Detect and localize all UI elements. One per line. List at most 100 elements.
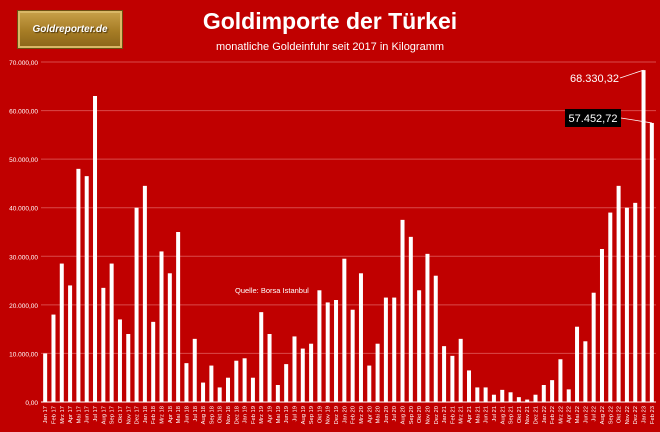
x-tick-label: Mrz 20 bbox=[359, 406, 365, 424]
y-tick-label: 40.000,00 bbox=[9, 206, 38, 213]
x-tick-label: Sep 17 bbox=[110, 406, 116, 424]
bar bbox=[84, 176, 89, 402]
bar bbox=[641, 70, 646, 403]
x-tick-label: Nov 20 bbox=[425, 406, 431, 424]
x-tick-label: Jan 23 bbox=[642, 406, 648, 423]
x-tick-label: Aug 19 bbox=[301, 406, 307, 424]
x-tick-label: Jun 19 bbox=[284, 406, 290, 423]
bar bbox=[450, 355, 455, 402]
bar bbox=[159, 251, 164, 402]
callout-leader-line bbox=[620, 117, 652, 124]
bar bbox=[491, 394, 496, 402]
bar bbox=[117, 319, 122, 402]
bar bbox=[176, 232, 181, 402]
y-tick-label: 70.000,00 bbox=[9, 60, 38, 67]
bar bbox=[558, 359, 563, 402]
x-tick-label: Apr 21 bbox=[467, 406, 473, 423]
x-tick-label: Apr 18 bbox=[168, 406, 174, 423]
x-tick-label: Mrz 19 bbox=[259, 406, 265, 424]
goldreporter-logo: Goldreporter.de bbox=[17, 10, 123, 49]
x-tick-label: Jul 18 bbox=[193, 406, 199, 421]
y-tick-label: 30.000,00 bbox=[9, 254, 38, 261]
x-tick-label: Apr 22 bbox=[567, 406, 573, 423]
bar bbox=[142, 185, 147, 402]
bar bbox=[43, 353, 48, 402]
x-tick-label: Feb 19 bbox=[251, 406, 257, 424]
x-tick-label: Nov 19 bbox=[326, 406, 332, 424]
x-tick-label: Mai 20 bbox=[376, 406, 382, 423]
y-tick-label: 0,00 bbox=[25, 400, 38, 407]
x-tick-label: Dez 21 bbox=[533, 406, 539, 424]
x-tick-label: Apr 19 bbox=[268, 406, 274, 423]
bar bbox=[408, 236, 413, 402]
bar bbox=[467, 370, 472, 402]
x-tick-label: Aug 18 bbox=[201, 406, 207, 424]
x-tick-label: Sep 19 bbox=[309, 406, 315, 424]
x-tick-label: Dez 17 bbox=[135, 406, 141, 424]
x-tick-label: Okt 22 bbox=[617, 406, 623, 423]
x-tick-label: Mrz 21 bbox=[459, 406, 465, 424]
x-tick-label: Jun 18 bbox=[184, 406, 190, 423]
bar bbox=[292, 336, 297, 402]
x-tick-label: Feb 20 bbox=[351, 406, 357, 424]
x-tick-label: Aug 20 bbox=[401, 406, 407, 424]
bar bbox=[317, 290, 322, 402]
x-tick-label: Sep 21 bbox=[509, 406, 515, 424]
x-tick-label: Jul 22 bbox=[592, 406, 598, 421]
bar bbox=[541, 385, 546, 402]
bar bbox=[217, 387, 222, 402]
bar bbox=[591, 292, 596, 402]
y-tick-label: 50.000,00 bbox=[9, 157, 38, 164]
bar bbox=[583, 341, 588, 402]
x-tick-label: Jun 21 bbox=[484, 406, 490, 423]
x-tick-label: Feb 23 bbox=[650, 406, 656, 424]
x-tick-label: Mai 19 bbox=[276, 406, 282, 423]
x-tick-label: Jul 21 bbox=[492, 406, 498, 421]
bar bbox=[192, 338, 197, 402]
x-tick-label: Aug 17 bbox=[101, 406, 107, 424]
x-tick-label: Feb 17 bbox=[51, 406, 57, 424]
bar bbox=[109, 263, 114, 402]
bar bbox=[151, 321, 156, 402]
x-tick-label: Jan 19 bbox=[243, 406, 249, 423]
x-tick-label: Okt 20 bbox=[417, 406, 423, 423]
bar bbox=[433, 275, 438, 402]
chart-subtitle: monatliche Goldeinfuhr seit 2017 in Kilo… bbox=[215, 41, 445, 53]
bar bbox=[442, 346, 447, 402]
x-tick-label: Sep 22 bbox=[608, 406, 614, 424]
x-tick-label: Jun 20 bbox=[384, 406, 390, 423]
bar bbox=[250, 377, 255, 402]
x-tick-label: Sep 20 bbox=[409, 406, 415, 424]
bar bbox=[134, 207, 139, 402]
x-tick-label: Nov 18 bbox=[226, 406, 232, 424]
callout-leader-line bbox=[619, 69, 644, 79]
x-tick-label: Mai 17 bbox=[76, 406, 82, 423]
bar bbox=[209, 365, 214, 402]
bar bbox=[550, 380, 555, 402]
x-tick-label: Jun 17 bbox=[85, 406, 91, 423]
x-tick-label: Feb 21 bbox=[450, 406, 456, 424]
bar bbox=[425, 253, 430, 402]
x-tick-label: Dez 18 bbox=[234, 406, 240, 424]
bar bbox=[309, 343, 314, 402]
bar bbox=[599, 249, 604, 402]
bar bbox=[101, 287, 106, 402]
x-tick-label: Jul 19 bbox=[292, 406, 298, 421]
x-tick-label: Mrz 18 bbox=[160, 406, 166, 424]
x-tick-label: Jul 17 bbox=[93, 406, 99, 421]
x-tick-label: Dez 22 bbox=[633, 406, 639, 424]
bar bbox=[242, 358, 247, 402]
bar bbox=[259, 312, 264, 402]
bar bbox=[575, 326, 580, 402]
bar bbox=[93, 96, 98, 402]
bar bbox=[516, 397, 521, 402]
bar bbox=[126, 334, 131, 402]
bar bbox=[400, 219, 405, 402]
bar bbox=[284, 364, 289, 402]
x-tick-label: Aug 22 bbox=[600, 406, 606, 424]
bar bbox=[367, 365, 372, 402]
bar bbox=[649, 122, 654, 402]
bar bbox=[267, 334, 272, 402]
x-tick-label: Mrz 17 bbox=[60, 406, 66, 424]
